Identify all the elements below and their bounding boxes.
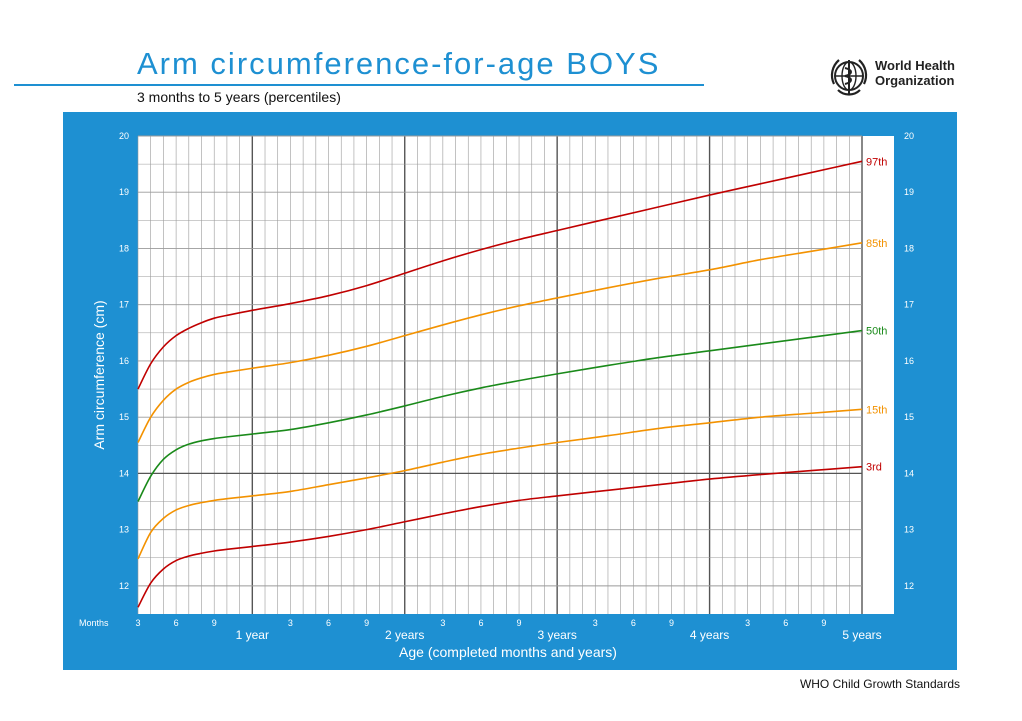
x-tick-label-month: 3 [135,618,140,628]
percentile-label-85th: 85th [866,238,887,250]
growth-chart: 12 13 14 15 16 17 18 19 20 12 13 14 15 16 17 18 19 20 3 6… [79,131,914,660]
x-tick-label-month: 6 [326,618,331,628]
percentile-label-15th: 15th [866,404,887,416]
y-tick-label-right: 14 [904,468,914,478]
x-tick-label-month: 6 [631,618,636,628]
x-tick-label-month: 9 [821,618,826,628]
percentile-curves [137,160,863,608]
x-tick-label-month: 3 [440,618,445,628]
y-tick-label-left: 18 [119,243,129,253]
y-tick-label-left: 20 [119,131,129,141]
percentile-curve-3rd [137,465,863,608]
x-tick-label-year: 1 year [236,628,269,642]
footer-text: WHO Child Growth Standards [799,677,960,691]
x-unit-label: Months [79,618,109,628]
percentile-curve-97th [137,160,863,390]
y-tick-label-left: 19 [119,187,129,197]
y-ticks-left: 12 13 14 15 16 17 18 19 20 [119,131,129,591]
percentile-label-3rd: 3rd [866,462,882,474]
x-tick-label-month: 6 [478,618,483,628]
x-tick-label-year: 5 years [842,628,881,642]
y-tick-label-left: 15 [119,412,129,422]
x-ticks: 3 6 9 3 6 9 3 6 9 3 6 9 3 6 9 1 year 2 years 3 years 4 yea… [135,618,881,642]
who-logo-line1: World Health [875,58,955,73]
who-logo-text: World Health Organization [875,58,955,88]
y-tick-label-left: 13 [119,525,129,535]
percentile-curve-50th [137,329,863,502]
x-tick-label-year: 3 years [537,628,576,642]
x-tick-label-year: 4 years [690,628,729,642]
y-tick-label-left: 16 [119,356,129,366]
who-emblem-icon [830,59,868,96]
percentile-labels: 97th 85th 50th 15th 3rd [866,156,887,473]
x-tick-label-month: 9 [364,618,369,628]
y-tick-label-right: 18 [904,243,914,253]
x-tick-label-month: 6 [783,618,788,628]
page-subtitle: 3 months to 5 years (percentiles) [137,89,341,105]
x-tick-label-year: 2 years [385,628,424,642]
x-tick-label-month: 3 [745,618,750,628]
y-tick-label-right: 16 [904,356,914,366]
page-title: Arm circumference-for-age BOYS [137,46,661,81]
percentile-curve-15th [137,408,863,560]
title-underline [14,84,704,86]
x-tick-label-month: 6 [174,618,179,628]
y-tick-label-right: 20 [904,131,914,141]
percentile-label-97th: 97th [866,156,887,168]
x-axis-label: Age (completed months and years) [399,644,617,660]
x-tick-label-month: 9 [517,618,522,628]
plot-background [138,136,894,614]
y-ticks-right: 12 13 14 15 16 17 18 19 20 [904,131,914,591]
x-tick-label-month: 9 [212,618,217,628]
y-axis-label: Arm circumference (cm) [91,300,107,449]
x-tick-label-month: 3 [593,618,598,628]
chart-panel: 12 13 14 15 16 17 18 19 20 12 13 14 15 16 17 18 19 20 3 6… [63,112,957,670]
y-tick-label-left: 17 [119,300,129,310]
y-tick-label-right: 15 [904,412,914,422]
percentile-curve-85th [137,242,863,443]
y-tick-label-right: 13 [904,525,914,535]
y-tick-label-left: 12 [119,581,129,591]
y-tick-label-right: 12 [904,581,914,591]
y-tick-label-right: 19 [904,187,914,197]
y-tick-label-left: 14 [119,468,129,478]
x-tick-label-month: 9 [669,618,674,628]
who-logo: World Health Organization [826,54,966,100]
percentile-label-50th: 50th [866,326,887,338]
x-tick-label-month: 3 [288,618,293,628]
y-tick-label-right: 17 [904,300,914,310]
who-logo-line2: Organization [875,73,955,88]
